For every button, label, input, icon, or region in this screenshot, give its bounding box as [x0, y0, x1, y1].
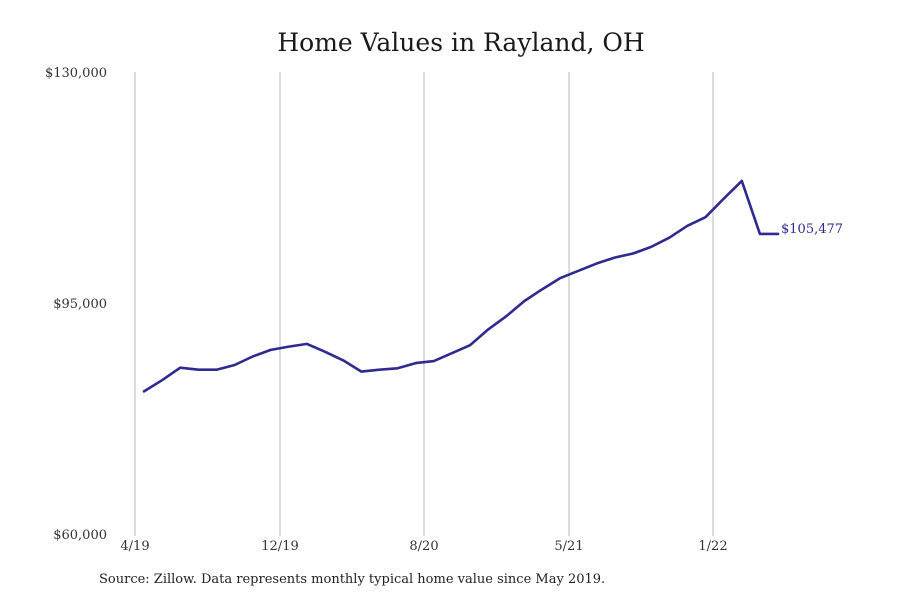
y-tick-label-3: $130,000: [45, 66, 107, 81]
x-tick-label-5: 1/22: [698, 539, 727, 554]
x-tick-label-2: 12/19: [261, 539, 298, 554]
source-note: Source: Zillow. Data represents monthly …: [99, 572, 606, 587]
x-tick-label-1: 4/19: [120, 539, 149, 554]
chart-title: Home Values in Rayland, OH: [277, 28, 644, 57]
x-tick-label-3: 8/20: [409, 539, 438, 554]
y-tick-label-1: $60,000: [53, 528, 107, 543]
y-tick-label-2: $95,000: [53, 297, 107, 312]
x-axis-ticks: 4/19 12/19 8/20 5/21 1/22: [120, 539, 727, 554]
home-value-series-line: [142, 179, 780, 393]
gridlines: [134, 72, 714, 536]
x-tick-label-4: 5/21: [554, 539, 583, 554]
y-axis-ticks: $60,000 $95,000 $130,000: [45, 66, 107, 543]
end-value-label: $105,477: [781, 222, 843, 237]
